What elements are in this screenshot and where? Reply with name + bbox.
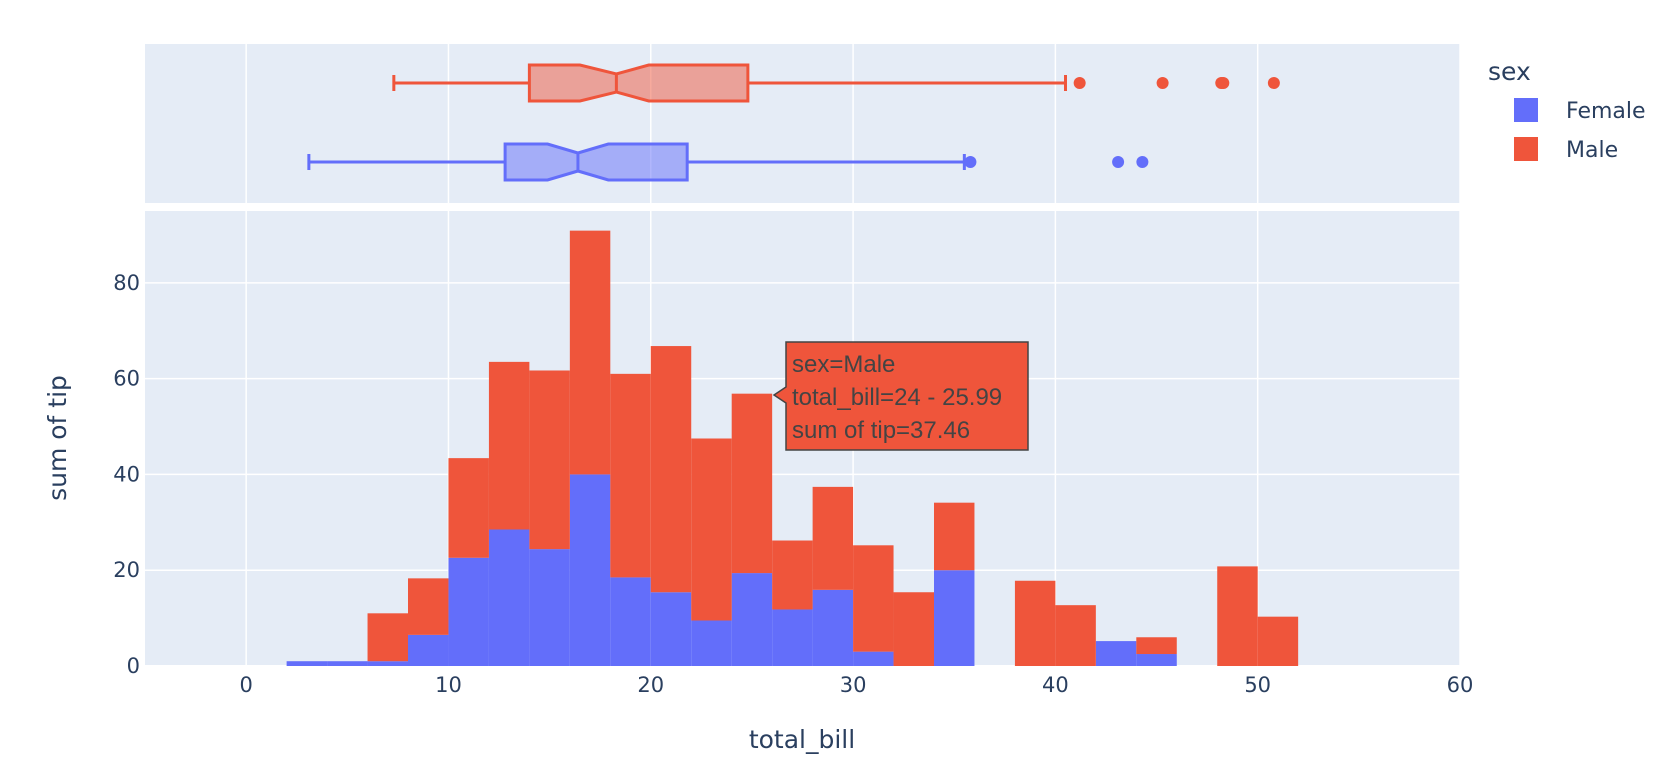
x-tick-label: 40	[1042, 673, 1069, 697]
bar-female	[448, 557, 489, 666]
bar-male	[1257, 616, 1299, 666]
bar-male	[1136, 637, 1177, 655]
legend-swatch-male	[1514, 137, 1538, 161]
y-tick-labels: 0 20 40 60 80	[113, 271, 140, 678]
bar-male	[1217, 566, 1258, 666]
outlier-male	[1073, 77, 1086, 89]
bar-female	[650, 592, 692, 666]
x-tick-label: 0	[239, 673, 252, 697]
bar-male	[853, 545, 894, 652]
bar-male	[488, 361, 530, 530]
box-plot-area	[145, 44, 1460, 203]
y-tick-label: 60	[113, 367, 140, 391]
bar-male	[610, 373, 651, 578]
bar-female	[731, 573, 773, 666]
bar-male	[772, 540, 813, 610]
box-female	[503, 142, 689, 182]
bar-female	[1136, 654, 1177, 666]
bar-female	[691, 620, 732, 666]
box-plots	[307, 63, 1280, 182]
x-tick-label: 60	[1447, 673, 1474, 697]
x-tick-label: 20	[637, 673, 664, 697]
box-male	[527, 63, 750, 103]
bar-male	[934, 502, 975, 571]
histogram-bars	[286, 230, 1299, 666]
legend: sex Female Male	[1488, 57, 1646, 163]
bar-female	[853, 651, 894, 666]
bar-female	[610, 577, 651, 666]
y-tick-label: 0	[127, 654, 140, 678]
y-axis-title: sum of tip	[43, 375, 72, 501]
bar-male	[1014, 580, 1056, 666]
bar-female	[934, 570, 975, 666]
bar-female	[327, 661, 368, 666]
bar-female	[1095, 641, 1137, 666]
bar-male	[893, 592, 934, 666]
bar-female	[488, 529, 530, 666]
bar-female	[529, 549, 570, 666]
legend-title: sex	[1488, 57, 1531, 86]
bar-male	[408, 578, 449, 635]
x-tick-label: 30	[840, 673, 867, 697]
hover-tooltip: sex=Male total_bill=24 - 25.99 sum of ti…	[772, 341, 1029, 451]
hover-line-tip: sum of tip=37.46	[792, 417, 970, 444]
x-tick-labels: 0 10 20 30 40 50 60	[239, 673, 1473, 697]
bar-male	[1055, 605, 1096, 666]
bar-male	[529, 370, 570, 550]
bar-male	[448, 458, 489, 558]
hover-line-sex: sex=Male	[792, 351, 895, 378]
bar-male	[650, 346, 692, 593]
bar-female	[408, 634, 449, 666]
y-tick-label: 80	[113, 271, 140, 295]
bar-male	[812, 486, 854, 590]
legend-item-female[interactable]: Female	[1514, 98, 1646, 124]
y-tick-label: 40	[113, 462, 140, 486]
hover-line-bill: total_bill=24 - 25.99	[792, 384, 1002, 411]
y-tick-label: 20	[113, 558, 140, 582]
x-tick-label: 50	[1244, 673, 1271, 697]
bar-female	[772, 609, 813, 666]
bar-male	[731, 393, 773, 574]
legend-swatch-female	[1514, 98, 1538, 122]
outlier-female	[1136, 156, 1149, 168]
outlier-female	[964, 156, 977, 168]
bar-female	[286, 661, 328, 666]
bar-female	[812, 589, 854, 666]
outlier-male	[1156, 77, 1169, 89]
bar-male	[367, 613, 408, 662]
bar-female	[367, 661, 408, 666]
bar-male	[691, 438, 732, 621]
legend-label-female: Female	[1566, 99, 1646, 124]
outlier-male	[1217, 77, 1230, 89]
x-tick-label: 10	[435, 673, 462, 697]
outlier-female	[1112, 156, 1125, 168]
hover-tooltip-box	[772, 341, 1029, 451]
outlier-male	[1267, 77, 1280, 89]
x-axis-title: total_bill	[749, 725, 855, 754]
bar-male	[569, 230, 611, 475]
legend-label-male: Male	[1566, 138, 1618, 163]
bar-female	[569, 474, 611, 666]
legend-item-male[interactable]: Male	[1514, 137, 1618, 163]
